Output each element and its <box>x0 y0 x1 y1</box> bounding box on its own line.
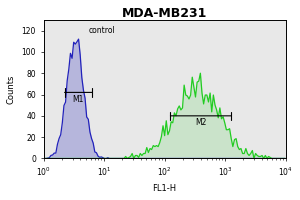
Y-axis label: Counts: Counts <box>7 75 16 104</box>
X-axis label: FL1-H: FL1-H <box>153 184 177 193</box>
Title: MDA-MB231: MDA-MB231 <box>122 7 207 20</box>
Text: M1: M1 <box>73 95 84 104</box>
Text: control: control <box>89 26 116 35</box>
Text: M2: M2 <box>195 118 207 127</box>
